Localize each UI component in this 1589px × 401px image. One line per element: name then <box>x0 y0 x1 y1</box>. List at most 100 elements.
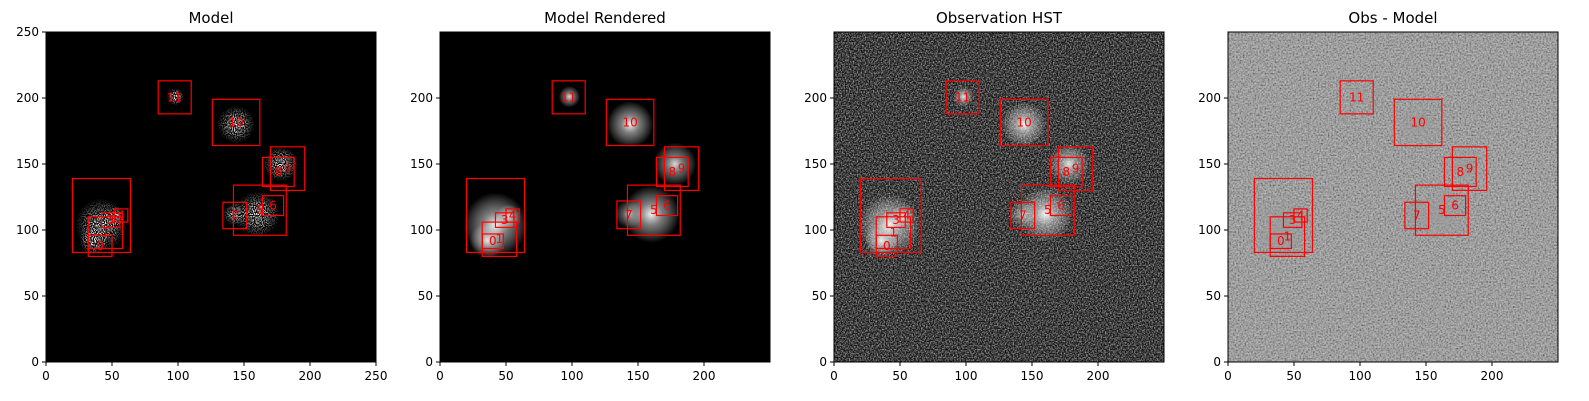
detection-box <box>1269 216 1306 258</box>
y-tick-label: 150 <box>804 157 827 171</box>
x-tick-label: 50 <box>1286 369 1301 383</box>
detection-box <box>1049 195 1073 217</box>
x-tick-label: 100 <box>1349 369 1372 383</box>
detection-box <box>465 177 526 254</box>
x-tick-label: 200 <box>1481 369 1504 383</box>
detection-box-label: 5 <box>1438 203 1446 217</box>
detection-box-label: 6 <box>1057 199 1065 213</box>
detection-box-label: 10 <box>622 115 637 129</box>
detection-box-label: 7 <box>231 208 239 222</box>
x-tick-label: 0 <box>1224 369 1232 383</box>
x-tick-label: 200 <box>693 369 716 383</box>
y-tick-label: 150 <box>16 157 39 171</box>
x-tick-label: 0 <box>436 369 444 383</box>
x-tick-label: 0 <box>830 369 838 383</box>
detection-box <box>505 208 520 223</box>
detection-box <box>1020 184 1075 236</box>
axes-frame <box>1227 31 1559 363</box>
x-tick-label: 50 <box>104 369 119 383</box>
x-tick-label: 0 <box>42 369 50 383</box>
y-tick-label: 100 <box>1198 223 1221 237</box>
detection-box-label: 3 <box>892 213 900 227</box>
y-tick-label: 100 <box>410 223 433 237</box>
detection-box <box>211 98 261 147</box>
detection-box-label: 1 <box>890 226 898 240</box>
source-glow <box>606 101 654 148</box>
detection-box-label: 11 <box>561 90 576 104</box>
detection-box-label: 3 <box>501 213 509 227</box>
detection-box <box>1339 80 1374 115</box>
detection-box-label: 8 <box>1456 165 1464 179</box>
detection-box-label: 8 <box>1062 165 1070 179</box>
detection-box <box>655 156 689 188</box>
detection-box-label: 5 <box>650 203 658 217</box>
detection-box-label: 6 <box>663 199 671 213</box>
detection-box <box>232 184 287 236</box>
detection-box-label: 1 <box>102 226 110 240</box>
detection-box <box>222 201 248 230</box>
detection-box-label: 0 <box>1277 234 1285 248</box>
y-tick-label: 50 <box>24 289 39 303</box>
detection-box-label: 4 <box>1297 208 1305 222</box>
image-area: 013 4 7 5 6 8 9 10 11 <box>46 32 376 362</box>
detection-box-label: 10 <box>1016 115 1031 129</box>
detection-box-label: 5 <box>1044 203 1052 217</box>
image-area: 013 4 7 5 6 8 9 10 11 <box>834 32 1164 362</box>
x-tick-label: 200 <box>299 369 322 383</box>
detection-box-label: 1 <box>1284 230 1292 244</box>
detection-box-label: 5 <box>256 203 264 217</box>
detection-box-label: 4 <box>509 208 517 222</box>
detection-box <box>261 156 295 188</box>
detection-box-label: 3 <box>107 213 115 227</box>
detection-box <box>1293 208 1308 223</box>
y-tick-label: 100 <box>16 223 39 237</box>
detection-box <box>87 216 124 250</box>
source-glow <box>1009 200 1037 228</box>
detection-box-label: 7 <box>1019 208 1027 222</box>
source-glow <box>1001 102 1047 147</box>
detection-box-label: 11 <box>167 90 182 104</box>
detection-box-label: 7 <box>1413 208 1421 222</box>
detection-box <box>1057 146 1094 191</box>
source-grains <box>46 32 376 362</box>
y-tick-label: 0 <box>1213 355 1221 369</box>
y-tick-label: 0 <box>31 355 39 369</box>
source-glow <box>469 222 506 259</box>
y-tick-label: 200 <box>16 91 39 105</box>
residual-blob <box>1346 85 1369 108</box>
detection-box <box>269 146 306 191</box>
y-tick-label: 200 <box>410 91 433 105</box>
x-tick-label: 150 <box>627 369 650 383</box>
detection-box <box>100 212 121 228</box>
y-tick-label: 50 <box>1206 289 1221 303</box>
detection-box <box>1443 195 1467 217</box>
detection-box-label: 6 <box>269 199 277 213</box>
detection-box <box>1282 212 1303 228</box>
residual-blob <box>1257 222 1294 260</box>
detection-box-label: 10 <box>1410 115 1425 129</box>
x-tick-label: 50 <box>892 369 907 383</box>
detection-box <box>1049 156 1083 188</box>
x-tick-label: 100 <box>955 369 978 383</box>
residual-blob <box>1401 199 1432 229</box>
detection-box-label: 9 <box>1466 162 1474 176</box>
detection-box-label: 11 <box>955 90 970 104</box>
x-tick-label: 100 <box>561 369 584 383</box>
detection-box-label: 9 <box>1072 162 1080 176</box>
axes-frame <box>45 31 377 363</box>
detection-box-label: 4 <box>117 208 125 222</box>
x-tick-label: 200 <box>1087 369 1110 383</box>
detection-box <box>551 80 586 115</box>
source-glow <box>864 223 899 258</box>
detection-box <box>494 212 515 228</box>
detection-box <box>1451 146 1488 191</box>
detection-box-label: 8 <box>668 165 676 179</box>
x-tick-label: 150 <box>1415 369 1438 383</box>
detection-box-label: 9 <box>678 162 686 176</box>
detection-box-label: 3 <box>1289 213 1297 227</box>
detection-box-label: 0 <box>489 234 497 248</box>
source-glow <box>614 199 644 229</box>
detection-box <box>886 212 906 228</box>
